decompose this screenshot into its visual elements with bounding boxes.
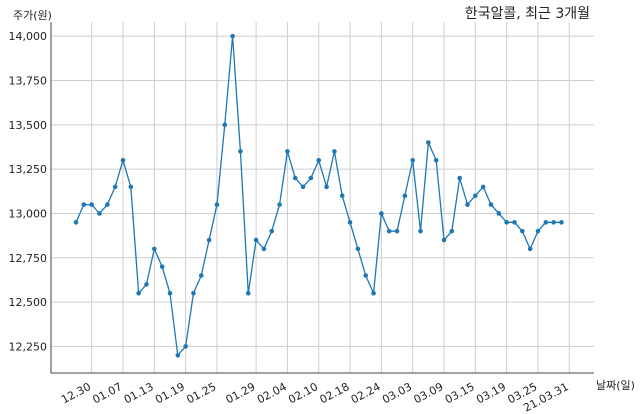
price-point (144, 282, 149, 287)
price-point (81, 202, 87, 207)
y-tick-label: 12,250 (9, 340, 48, 353)
price-point (159, 264, 165, 269)
x-tick-label: 01.13 (122, 380, 156, 406)
x-tick-label: 01.29 (224, 380, 258, 406)
x-tick-label: 01.19 (153, 380, 187, 406)
price-point (120, 157, 126, 163)
price-point (426, 140, 431, 145)
price-point (480, 184, 486, 190)
axes (50, 22, 594, 374)
price-point (175, 352, 181, 358)
price-point (112, 184, 118, 190)
y-tick-label: 12,500 (9, 296, 48, 309)
price-point (332, 149, 337, 154)
price-point (473, 193, 478, 199)
x-tick-label: 03.15 (443, 380, 477, 406)
price-point (214, 202, 220, 207)
price-point (488, 202, 494, 207)
price-point (433, 157, 439, 163)
price-point (386, 228, 392, 234)
price-point (277, 202, 282, 207)
price-point (269, 228, 275, 234)
x-tick-label: 02.24 (349, 380, 383, 406)
x-tick-label: 02.04 (255, 380, 289, 406)
price-point (97, 211, 102, 216)
y-tick-label: 13,250 (9, 163, 48, 176)
price-point (300, 184, 306, 190)
price-point (520, 228, 525, 234)
y-tick-label: 13,750 (9, 75, 48, 88)
x-tick-label: 12.30 (59, 380, 93, 406)
price-point (285, 149, 290, 154)
price-point (457, 175, 462, 181)
price-point (496, 211, 502, 216)
price-point (206, 237, 212, 243)
price-point (465, 202, 470, 207)
price-point (105, 202, 110, 207)
x-tick-label: 03.03 (380, 380, 414, 406)
grid (51, 22, 594, 373)
price-point (402, 193, 408, 199)
price-point (191, 290, 196, 296)
y-tick-label: 13,000 (9, 207, 48, 220)
price-point (261, 246, 267, 252)
price-point (559, 220, 564, 225)
x-axis-label: 날짜(일) (596, 378, 635, 392)
price-point (535, 228, 541, 234)
x-tick-label: 03.19 (474, 380, 508, 406)
price-point (183, 344, 188, 349)
price-point (238, 149, 243, 154)
x-tick-label: 01.07 (90, 380, 124, 406)
price-point (371, 290, 376, 296)
price-point (292, 175, 298, 181)
price-point (253, 237, 259, 243)
price-point (136, 290, 141, 296)
price-point (89, 202, 94, 207)
price-point (410, 157, 415, 163)
price-point (449, 228, 455, 234)
price-point (73, 220, 79, 225)
price-point (230, 33, 235, 39)
x-tick-label: 03.09 (412, 380, 446, 406)
price-point (128, 184, 134, 190)
price-point (543, 220, 549, 225)
price-point (167, 290, 173, 296)
y-tick-labels: 12,250 12,500 12,750 13,000 13,250 13,500 13,7… (9, 30, 48, 353)
x-tick-label: 02.18 (318, 380, 352, 406)
price-point (527, 246, 533, 252)
price-point (339, 193, 345, 199)
price-point (363, 273, 369, 278)
price-point (316, 157, 322, 163)
price-point (551, 220, 556, 225)
x-tick-label: 02.10 (286, 380, 320, 406)
y-tick-label: 13,500 (9, 119, 48, 132)
price-point (355, 246, 361, 252)
price-point (222, 122, 228, 128)
price-point (347, 220, 353, 225)
price-point (441, 237, 447, 243)
chart-title: 한국알콜, 최근 3개월 (465, 6, 590, 22)
price-point (512, 220, 517, 225)
price-point (308, 175, 314, 181)
y-tick-label: 12,750 (9, 252, 48, 265)
y-tick-label: 14,000 (9, 30, 48, 43)
series (73, 33, 564, 358)
price-point (504, 220, 509, 225)
x-tick-label: 01.25 (184, 380, 218, 406)
price-point (245, 290, 251, 296)
y-axis-label: 주가(원) (13, 9, 52, 22)
price-point (152, 246, 157, 252)
price-point (379, 211, 384, 216)
price-point (198, 273, 204, 278)
price-point (394, 228, 400, 234)
price-point (418, 228, 423, 234)
price-point (324, 184, 329, 190)
